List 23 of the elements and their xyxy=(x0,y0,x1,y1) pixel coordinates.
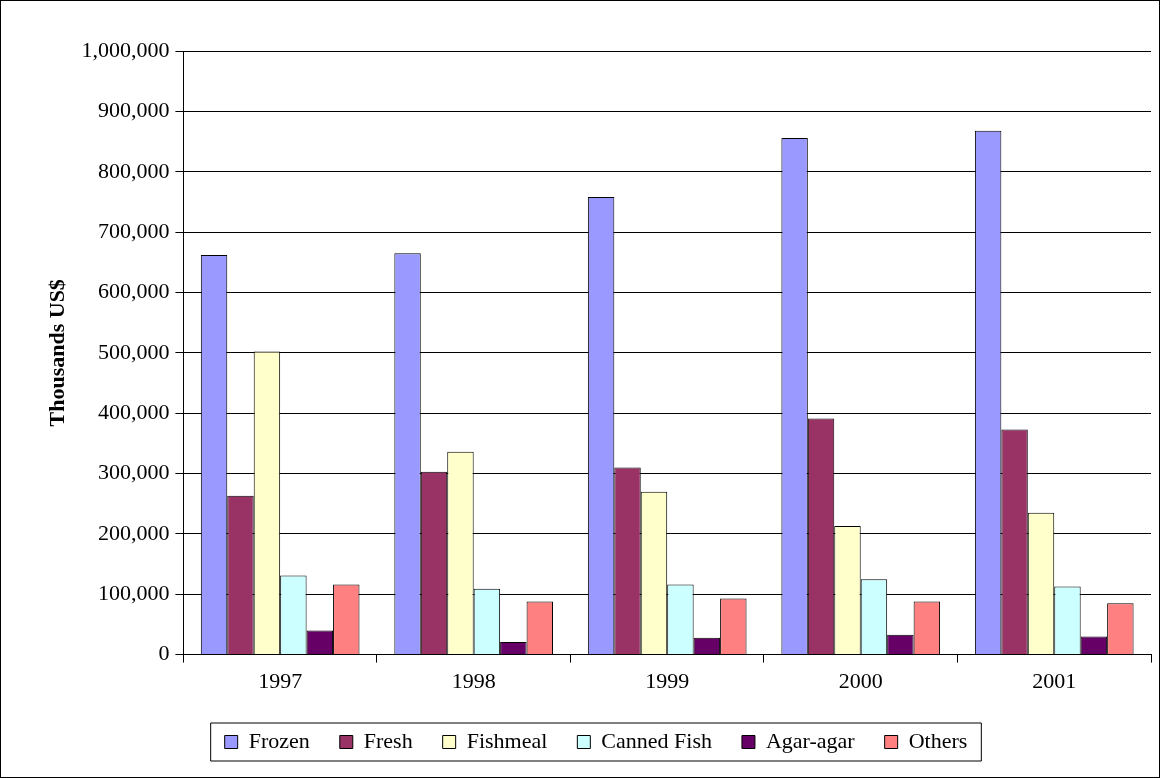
y-tick-label: 1,000,000 xyxy=(81,36,170,62)
legend-label: Canned Fish xyxy=(601,727,712,753)
legend-label: Others xyxy=(908,727,968,753)
y-tick-label: 300,000 xyxy=(97,459,170,485)
y-tick-label: 800,000 xyxy=(97,157,170,183)
x-tick-label: 1998 xyxy=(451,667,496,693)
x-tick-label: 2001 xyxy=(1032,667,1077,693)
y-tick-label: 200,000 xyxy=(97,519,170,545)
legend-label: Frozen xyxy=(248,727,310,753)
y-tick-label: 700,000 xyxy=(97,217,170,243)
y-tick-label: 400,000 xyxy=(97,398,170,424)
x-tick-label: 2000 xyxy=(838,667,883,693)
y-tick-label: 100,000 xyxy=(97,580,170,606)
y-tick-label: 900,000 xyxy=(97,97,170,123)
x-tick-label: 1999 xyxy=(645,667,690,693)
y-tick-label: 500,000 xyxy=(97,338,170,364)
y-tick-label: 600,000 xyxy=(97,278,170,304)
legend-label: Agar-agar xyxy=(765,727,856,753)
legend-label: Fishmeal xyxy=(466,727,548,753)
y-tick-label: 0 xyxy=(158,640,170,666)
legend-label: Fresh xyxy=(363,727,413,753)
y-axis-title: Thousands US$ xyxy=(43,279,69,427)
x-tick-label: 1997 xyxy=(258,667,303,693)
